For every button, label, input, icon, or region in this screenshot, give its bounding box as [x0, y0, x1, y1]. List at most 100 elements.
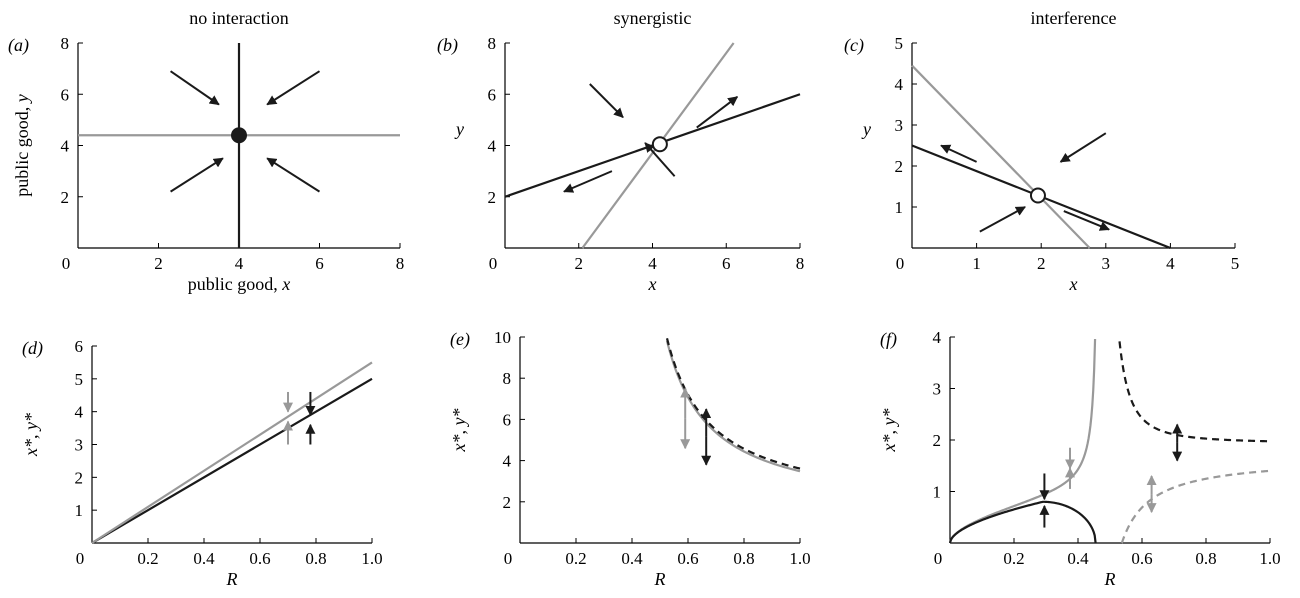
- unstable-equilibrium: [1029, 187, 1046, 204]
- x-tick-label: 4: [235, 254, 244, 273]
- x-tick-label: 1.0: [789, 549, 810, 568]
- x-tick-label: 2: [154, 254, 163, 273]
- flow-arrow: [266, 70, 321, 106]
- x-tick-label: 0: [62, 254, 71, 273]
- flow-arrow: [979, 206, 1026, 233]
- panel-label: (d): [22, 338, 43, 359]
- flow-arrow: [170, 70, 220, 106]
- y-tick-label: 1: [75, 501, 84, 520]
- y-tick-label: 2: [933, 431, 942, 450]
- equilibrium-line-gray: [91, 361, 373, 544]
- x-tick-label: 1: [972, 254, 981, 273]
- y-tick-label: 8: [503, 369, 512, 388]
- y-tick-label: 8: [488, 34, 497, 53]
- y-axis-label: y: [861, 119, 871, 139]
- panel-d: 0 0.2 0.4 0.6 0.8 1.0 1 2 3 4 5 6 (d) Rx*, y*: [21, 337, 383, 589]
- x-tick-label: 0.8: [733, 549, 754, 568]
- x-tick-label: 0: [896, 254, 905, 273]
- y-tick-label: 6: [75, 337, 84, 356]
- flow-arrow: [266, 157, 321, 193]
- panel-label: (f): [880, 329, 897, 350]
- y-tick-label: 6: [503, 410, 512, 429]
- x-tick-label: 0: [934, 549, 943, 568]
- flow-arrow: [1059, 132, 1107, 163]
- x-tick-label: 0.6: [677, 549, 698, 568]
- y-tick-label: 10: [494, 328, 511, 347]
- curve-gray: [665, 340, 801, 473]
- x-axis-label: public good, x: [188, 274, 291, 294]
- y-tick-label: 2: [61, 188, 70, 207]
- y-tick-label: 4: [503, 452, 512, 471]
- curve-dashed-black: [1118, 341, 1271, 443]
- y-tick-label: 4: [75, 403, 84, 422]
- y-axis-label: x*, y*: [21, 413, 41, 457]
- y-tick-label: 2: [503, 493, 512, 512]
- x-tick-label: 0.8: [305, 549, 326, 568]
- x-tick-label: 1.0: [361, 549, 382, 568]
- y-tick-label: 3: [895, 116, 904, 135]
- y-axis-label: public good, y: [12, 94, 32, 197]
- panel-label: (a): [8, 35, 29, 56]
- panel-title: interference: [1031, 8, 1117, 28]
- x-tick-label: 0: [76, 549, 85, 568]
- x-tick-label: 0.2: [1003, 549, 1024, 568]
- x-tick-label: 8: [396, 254, 405, 273]
- x-axis-label: x: [1069, 274, 1078, 294]
- y-tick-label: 2: [895, 157, 904, 176]
- x-tick-label: 4: [1166, 254, 1175, 273]
- x-tick-label: 0: [489, 254, 498, 273]
- y-axis-label: y: [454, 119, 464, 139]
- y-tick-label: 4: [488, 137, 497, 156]
- x-tick-label: 6: [722, 254, 731, 273]
- y-tick-label: 4: [933, 328, 942, 347]
- nullcline-gray: [911, 64, 1091, 249]
- x-tick-label: 0: [504, 549, 513, 568]
- curve-dashed-gray: [1120, 469, 1271, 544]
- y-axis-label: x*, y*: [879, 409, 899, 453]
- y-tick-label: 6: [61, 85, 70, 104]
- stable-equilibrium: [231, 127, 247, 144]
- panel-label: (c): [844, 35, 864, 56]
- x-tick-label: 3: [1102, 254, 1111, 273]
- y-tick-label: 3: [75, 436, 84, 455]
- x-tick-label: 0.2: [137, 549, 158, 568]
- equilibrium-line-black: [91, 377, 373, 544]
- panel-c: 0 1 2 3 4 5 1 2 3 4 5 (c) interference x y: [844, 8, 1239, 294]
- y-tick-label: 3: [933, 380, 942, 399]
- y-tick-label: 5: [895, 34, 904, 53]
- flow-arrow: [589, 83, 624, 119]
- y-tick-label: 8: [61, 34, 70, 53]
- x-tick-label: 2: [1037, 254, 1046, 273]
- flow-arrow: [563, 170, 613, 193]
- y-tick-label: 4: [895, 75, 904, 94]
- flow-arrow: [696, 96, 739, 129]
- flow-arrow: [644, 142, 676, 177]
- x-tick-label: 0.8: [1195, 549, 1216, 568]
- x-tick-label: 5: [1231, 254, 1240, 273]
- y-tick-label: 4: [61, 137, 70, 156]
- x-tick-label: 8: [796, 254, 805, 273]
- x-tick-label: 6: [315, 254, 324, 273]
- x-tick-label: 2: [575, 254, 584, 273]
- y-tick-label: 2: [75, 468, 84, 487]
- x-axis-label: R: [226, 569, 238, 589]
- x-tick-label: 0.4: [1067, 549, 1089, 568]
- panel-label: (b): [437, 35, 458, 56]
- y-tick-label: 5: [75, 370, 84, 389]
- panel-label: (e): [450, 329, 470, 350]
- x-tick-label: 4: [648, 254, 657, 273]
- y-tick-label: 1: [933, 483, 942, 502]
- unstable-equilibrium: [651, 136, 668, 153]
- x-axis-label: R: [1104, 569, 1116, 589]
- flow-arrow: [170, 157, 224, 193]
- flow-arrow: [1063, 210, 1110, 231]
- x-tick-label: 1.0: [1259, 549, 1280, 568]
- x-axis-label: R: [654, 569, 666, 589]
- panel-f: 0 0.2 0.4 0.6 0.8 1.0 1 2 3 4 (f) Rx*, y*: [879, 328, 1281, 589]
- y-tick-label: 1: [895, 198, 904, 217]
- x-axis-label: x: [648, 274, 657, 294]
- x-tick-label: 0.4: [621, 549, 643, 568]
- y-tick-label: 2: [488, 188, 497, 207]
- x-tick-label: 0.6: [1131, 549, 1152, 568]
